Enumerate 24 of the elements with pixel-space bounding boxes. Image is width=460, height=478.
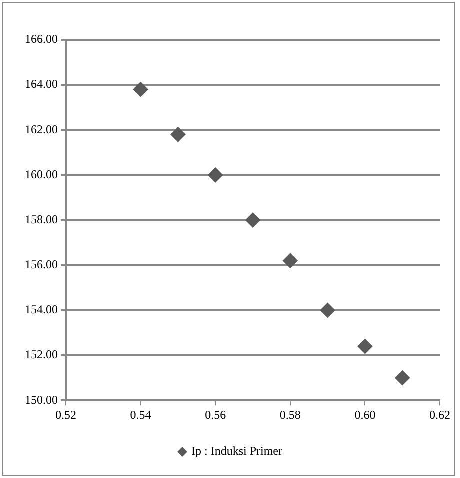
x-tick-label: 0.56: [205, 408, 226, 422]
x-tick-label: 0.52: [56, 408, 76, 422]
y-tick-label: 150.00: [25, 392, 58, 407]
y-tick-label: 156.00: [25, 258, 58, 272]
y-tick-label: 158.00: [25, 212, 58, 226]
point: [395, 370, 410, 386]
point: [282, 253, 298, 268]
point: [170, 127, 186, 142]
point: [358, 339, 373, 354]
point: [133, 82, 148, 98]
y-tick-label: 162.00: [25, 122, 58, 136]
y-tick-label: 152.00: [25, 348, 58, 362]
y-tick-label: 164.00: [25, 77, 58, 92]
x-tick-label: 0.54: [130, 408, 152, 422]
point: [320, 302, 336, 318]
y-tick-label: 160.00: [25, 167, 58, 182]
legend-label: Ip : Induksi Primer: [192, 444, 283, 458]
x-tick-label: 0.62: [430, 408, 450, 422]
x-tick-label: 0.60: [354, 408, 376, 422]
point: [246, 212, 260, 228]
y-tick-label: 166.00: [25, 32, 58, 46]
x-tick-label: 0.58: [280, 408, 301, 422]
y-tick-label: 154.00: [25, 302, 58, 317]
point: [208, 168, 224, 183]
